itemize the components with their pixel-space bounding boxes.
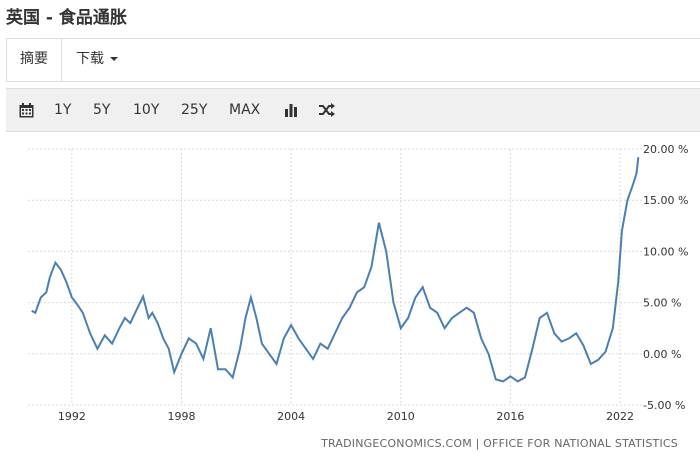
y-tick-label: 20.00 % — [643, 143, 688, 156]
page-title: 英国 - 食品通胀 — [6, 8, 127, 28]
range-1y-button[interactable]: 1Y — [54, 102, 72, 118]
tab-bar: 摘要 下载 — [6, 38, 700, 82]
bar-chart-icon[interactable] — [281, 89, 301, 131]
x-tick-label: 2016 — [496, 410, 524, 423]
range-25y-button[interactable]: 25Y — [181, 102, 208, 118]
food-inflation-chart: 20.00 % 15.00 % 10.00 % 5.00 % 0.00 % -5.00 %… — [28, 143, 688, 423]
x-tick-label: 1992 — [58, 410, 86, 423]
series-line — [31, 157, 640, 383]
x-tick-label: 1998 — [168, 410, 196, 423]
tab-summary[interactable]: 摘要 — [6, 39, 62, 81]
range-5y-button[interactable]: 5Y — [93, 102, 111, 118]
y-tick-label: 10.00 % — [643, 245, 688, 258]
download-dropdown[interactable]: 下载 — [76, 39, 118, 80]
caret-down-icon — [110, 57, 118, 61]
shuffle-icon[interactable] — [317, 89, 337, 131]
y-tick-label: 15.00 % — [643, 194, 688, 207]
chart-toolbar: 1Y 5Y 10Y 25Y MAX — [6, 88, 700, 132]
y-tick-label: 0.00 % — [643, 348, 681, 361]
calendar-icon[interactable] — [16, 89, 36, 131]
download-label: 下载 — [76, 51, 104, 67]
range-max-button[interactable]: MAX — [229, 102, 261, 118]
x-tick-label: 2022 — [606, 410, 634, 423]
y-tick-label: -5.00 % — [643, 399, 685, 412]
y-tick-label: 5.00 % — [643, 297, 681, 310]
x-tick-label: 2004 — [277, 410, 305, 423]
x-tick-label: 2010 — [387, 410, 415, 423]
range-10y-button[interactable]: 10Y — [133, 102, 160, 118]
source-caption: TRADINGECONOMICS.COM | OFFICE FOR NATION… — [321, 437, 678, 450]
